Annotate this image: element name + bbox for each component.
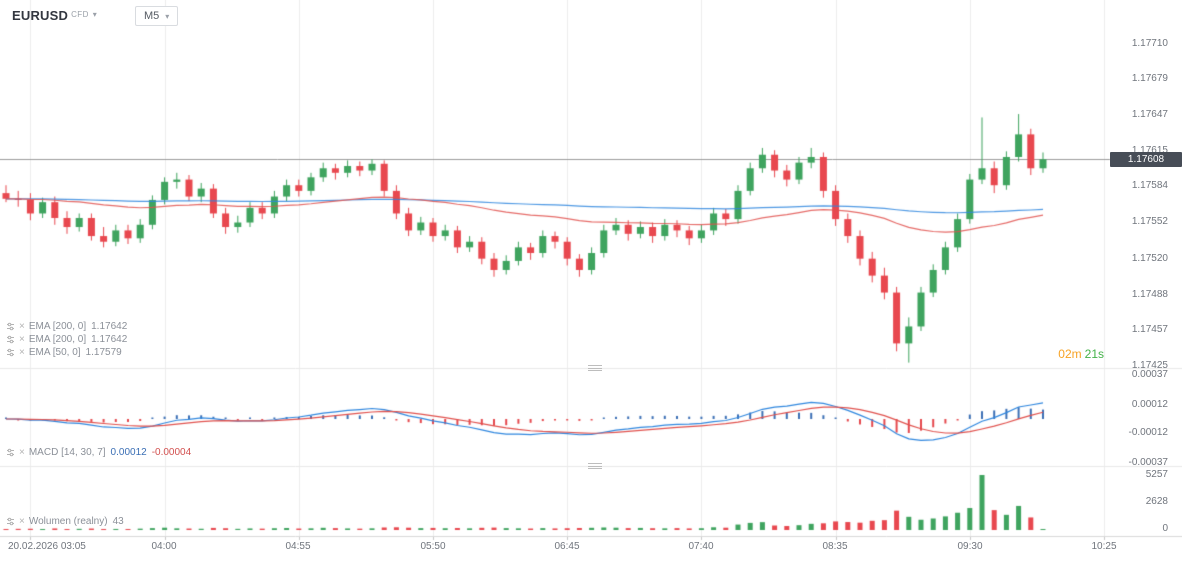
panel-resize-handle-volume[interactable] [588,463,602,469]
time-axis-label: 05:50 [420,541,446,552]
indicator-remove-icon[interactable]: × [19,447,25,458]
indicator-label: EMA [200, 0] [28,334,87,345]
macd-axis-label: -0.00037 [1128,457,1168,468]
chevron-down-icon: ▾ [92,10,97,19]
macd-axis-label: -0.00012 [1128,427,1168,438]
macd-axis-label: 0.00012 [1131,399,1168,410]
indicator-label: EMA [50, 0] [28,347,81,358]
volume-axis-label: 0 [1162,523,1168,534]
price-axis-label: 1.17457 [1131,324,1168,335]
symbol-selector[interactable]: EURUSD CFD ▾ [12,8,97,23]
time-axis-label: 07:40 [688,541,714,552]
indicator-label: EMA [200, 0] [28,321,87,332]
timeframe-select[interactable]: M5 ▾ [135,6,179,26]
macd-axis-label: 0.00037 [1131,369,1168,380]
time-axis-label: 08:35 [822,541,848,552]
chevron-down-icon: ▾ [165,11,170,21]
price-axis-label: 1.17615 [1131,145,1168,156]
volume-value: 43 [112,516,124,527]
indicator-row-ema200-2: × EMA [200, 0] 1.17642 [6,334,127,345]
candle-countdown-timer: 02m 21s [1058,347,1104,361]
indicator-value: 1.17642 [91,334,128,345]
time-axis-label: 09:30 [957,541,983,552]
current-price-badge: 1.17608 [1110,152,1182,167]
chart-header: EURUSD CFD ▾ M5 ▾ [12,6,179,26]
timer-seconds: 21s [1084,347,1104,361]
indicator-row-ema200-1: × EMA [200, 0] 1.17642 [6,321,127,332]
market-type-label: CFD [71,10,89,19]
panel-resize-handle-macd[interactable] [588,365,602,371]
price-axis-label: 1.17425 [1131,360,1168,371]
time-axis-label: 04:55 [285,541,311,552]
volume-axis-label: 2628 [1145,496,1168,507]
symbol-name: EURUSD [12,8,69,23]
indicator-row-macd: × MACD [14, 30, 7] 0.00012 -0.00004 [6,447,191,458]
macd-value: 0.00012 [110,447,147,458]
price-axis-label: 1.17520 [1131,253,1168,264]
price-axis-label: 1.17710 [1131,38,1168,49]
price-axis-label: 1.17679 [1131,73,1168,84]
timer-minutes: 02m [1058,347,1082,361]
macd-label: MACD [14, 30, 7] [28,447,106,458]
price-axis-label: 1.17584 [1131,180,1168,191]
indicator-row-volume: × Wolumen (realny) 43 [6,516,124,527]
indicator-row-ema50: × EMA [50, 0] 1.17579 [6,347,122,358]
time-axis-label: 06:45 [554,541,580,552]
price-axis-label: 1.17488 [1131,289,1168,300]
price-axis-label: 1.17552 [1131,216,1168,227]
indicator-value: 1.17579 [85,347,122,358]
volume-label: Wolumen (realny) [28,516,108,527]
indicator-remove-icon[interactable]: × [19,334,25,345]
indicator-settings-icon[interactable] [6,322,15,331]
indicator-settings-icon[interactable] [6,348,15,357]
price-axis-label: 1.17647 [1131,109,1168,120]
indicator-remove-icon[interactable]: × [19,347,25,358]
indicator-settings-icon[interactable] [6,335,15,344]
indicator-remove-icon[interactable]: × [19,321,25,332]
time-axis-label: 10:25 [1091,541,1117,552]
macd-signal-value: -0.00004 [151,447,192,458]
time-axis-label: 20.02.2026 03:05 [8,541,86,552]
timeframe-value: M5 [144,10,160,22]
indicator-remove-icon[interactable]: × [19,516,25,527]
indicator-value: 1.17642 [91,321,128,332]
time-axis-label: 04:00 [151,541,177,552]
indicator-settings-icon[interactable] [6,448,15,457]
volume-axis-label: 5257 [1145,469,1168,480]
indicator-settings-icon[interactable] [6,517,15,526]
